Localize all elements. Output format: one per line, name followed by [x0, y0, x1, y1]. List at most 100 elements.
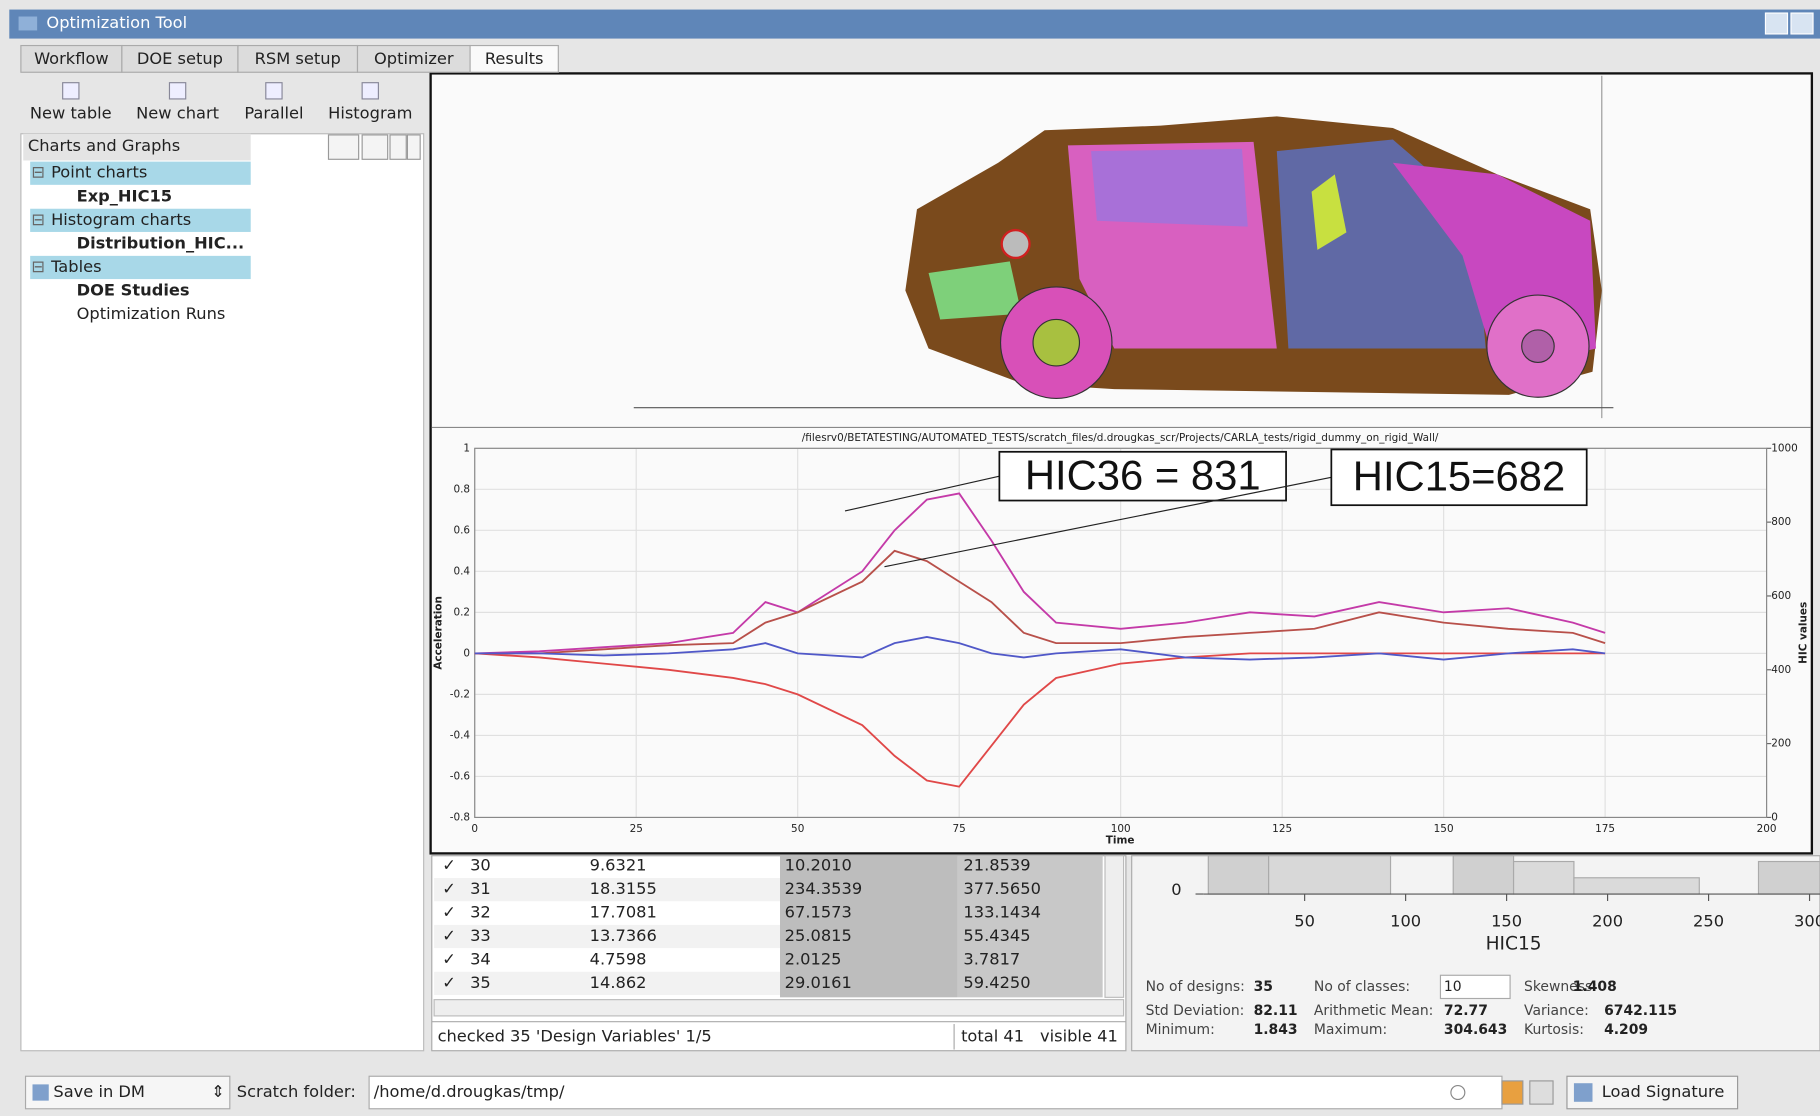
hist-bar: [1208, 856, 1268, 894]
x-tick-label: 50: [791, 823, 804, 835]
fuel-cap: [1002, 230, 1030, 258]
y-tick-label: -0.2: [450, 688, 470, 700]
row-check: ✓: [442, 973, 456, 992]
table-cell: 34: [470, 949, 491, 968]
table-visible: visible 41: [1040, 1026, 1118, 1045]
toolbar-icon[interactable]: [362, 83, 378, 99]
tab-label: Results: [485, 49, 544, 68]
tree-group[interactable]: Tables: [50, 257, 102, 276]
stat-label: No of designs:: [1146, 979, 1245, 995]
rear-hub: [1033, 319, 1079, 365]
scratch-path: /home/d.drougkas/tmp/: [374, 1082, 565, 1101]
stat-label: Maximum:: [1314, 1022, 1387, 1038]
row-check: ✓: [442, 949, 456, 968]
y-tick-label: 0.2: [453, 606, 470, 618]
stat-value: 10: [1444, 979, 1462, 995]
toolbar-label: Parallel: [244, 104, 303, 123]
stat-label: No of classes:: [1314, 979, 1410, 995]
y2-tick-label: 200: [1771, 738, 1791, 750]
x-tick-label: 200: [1757, 823, 1777, 835]
folder-button[interactable]: [1502, 1081, 1523, 1104]
stat-value: 1.843: [1254, 1022, 1298, 1038]
table-cell: 234.3539: [785, 879, 863, 898]
stat-value: 72.77: [1444, 1003, 1488, 1019]
y-tick-label: -0.6: [450, 770, 470, 782]
tab-label: Optimizer: [374, 49, 454, 68]
annotation: HIC15=682: [1353, 453, 1565, 500]
toolbar-label: New table: [30, 104, 112, 123]
window-glass: [1091, 149, 1248, 227]
stat-label: Minimum:: [1146, 1022, 1215, 1038]
y2-tick-label: 1000: [1771, 442, 1798, 454]
tree-toggle: ⊟: [31, 257, 45, 276]
stat-label: Std Deviation:: [1146, 1003, 1245, 1019]
table-total: total 41: [961, 1026, 1024, 1045]
toolbar-icon[interactable]: [63, 83, 79, 99]
row-check: ✓: [442, 903, 456, 922]
x-tick-label: 150: [1434, 823, 1454, 835]
h-scrollbar[interactable]: [434, 1000, 1123, 1016]
load-label: Load Signature: [1602, 1082, 1725, 1101]
tree-item[interactable]: Optimization Runs: [77, 304, 226, 323]
x-tick-label: 125: [1272, 823, 1292, 835]
tab-label: RSM setup: [255, 49, 341, 68]
hist-tick-label: 250: [1693, 911, 1724, 930]
table-cell: 67.1573: [785, 903, 852, 922]
y-tick-label: 1: [463, 442, 470, 454]
hist-bar: [1574, 878, 1699, 894]
table-cell: 13.7366: [590, 926, 657, 945]
y-tick-label: 0.8: [453, 483, 470, 495]
table-cell: 14.862: [590, 973, 647, 992]
toolbar-label: New chart: [136, 104, 219, 123]
app-icon: [19, 17, 38, 31]
minimize-button[interactable]: [1765, 13, 1787, 34]
more-button[interactable]: [407, 135, 420, 159]
y-axis-label: Acceleration: [433, 596, 445, 670]
tree-group[interactable]: Histogram charts: [51, 210, 191, 229]
hist-tick-label: 150: [1491, 911, 1522, 930]
toolbar-icon[interactable]: [169, 83, 185, 99]
window-title: Optimization Tool: [46, 13, 187, 32]
x-tick-label: 0: [471, 823, 478, 835]
tree-group[interactable]: Point charts: [51, 163, 147, 182]
x-tick-label: 100: [1111, 823, 1131, 835]
hist-bar: [1269, 856, 1391, 894]
y2-tick-label: 400: [1771, 664, 1791, 676]
menu-button[interactable]: [390, 135, 406, 159]
filter-button[interactable]: [362, 135, 388, 159]
stat-value: 304.643: [1444, 1022, 1507, 1038]
tree-item[interactable]: Exp_HIC15: [77, 186, 173, 205]
table-cell: 2.0125: [785, 949, 842, 968]
stat-label: Variance:: [1524, 1003, 1589, 1019]
x-axis-label: Time: [1106, 835, 1135, 847]
stat-label: Kurtosis:: [1524, 1022, 1584, 1038]
toolbar-label: Histogram: [328, 104, 412, 123]
y-tick-label: -0.8: [450, 811, 470, 823]
page: { "window": {"title": "Optimization Tool…: [0, 0, 1820, 1116]
hist-x-label: HIC15: [1486, 933, 1542, 954]
stat-value: 6742.115: [1604, 1003, 1677, 1019]
table-cell: 30: [470, 856, 491, 875]
toolbar-icon[interactable]: [266, 83, 282, 99]
scratch-label: Scratch folder:: [237, 1082, 356, 1101]
load-icon: [1574, 1083, 1593, 1102]
panel-button[interactable]: [328, 135, 358, 159]
table-cell: 17.7081: [590, 903, 657, 922]
hist-bar: [1758, 862, 1820, 895]
table-cell: 32: [470, 903, 491, 922]
x-tick-label: 25: [630, 823, 643, 835]
x-tick-label: 75: [953, 823, 966, 835]
v-scrollbar[interactable]: [1105, 856, 1124, 998]
x-tick-label: 175: [1595, 823, 1615, 835]
maximize-button[interactable]: [1791, 13, 1813, 34]
table-cell: 21.8539: [963, 856, 1030, 875]
tree-item[interactable]: Distribution_HIC...: [77, 233, 245, 252]
table-cell: 3.7817: [963, 949, 1020, 968]
tree-item[interactable]: DOE Studies: [77, 281, 190, 300]
edit-button[interactable]: [1530, 1081, 1553, 1104]
table-cell: 25.0815: [785, 926, 852, 945]
table-cell: 9.6321: [590, 856, 647, 875]
table-cell: 133.1434: [963, 903, 1041, 922]
y-tick-label: -0.4: [450, 729, 471, 741]
